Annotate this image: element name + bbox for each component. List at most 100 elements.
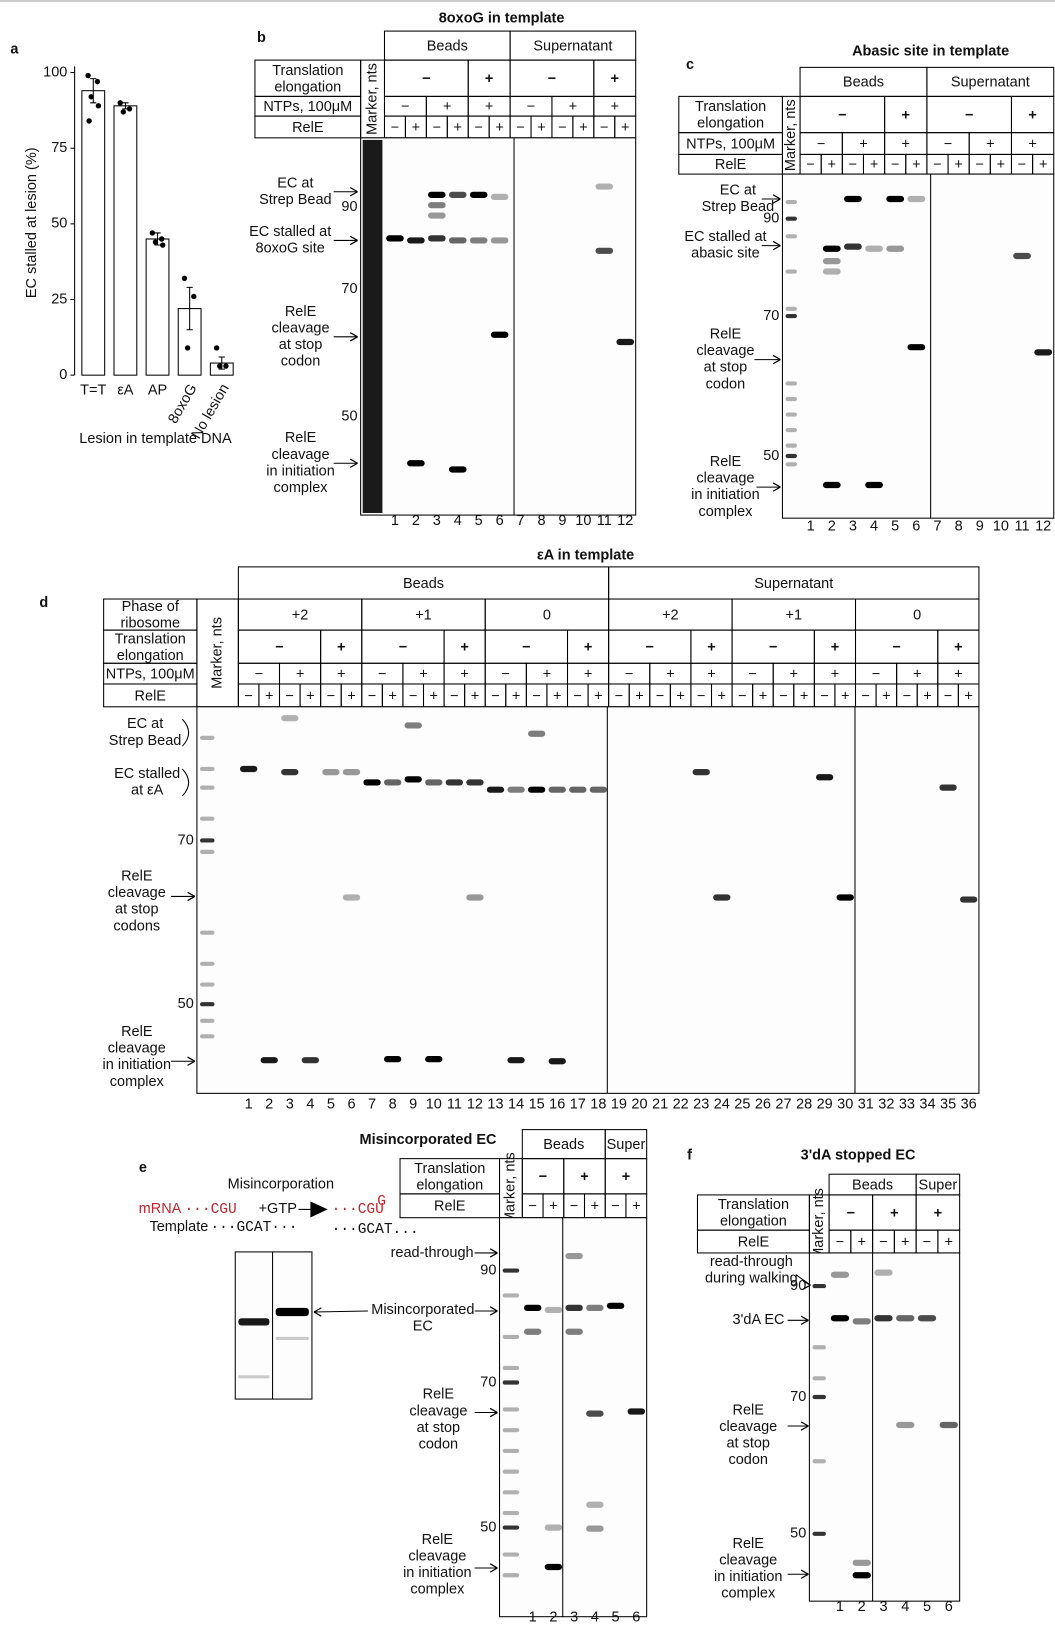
marker-band bbox=[503, 1407, 520, 1411]
lane-number: 4 bbox=[870, 518, 878, 534]
band bbox=[281, 715, 298, 721]
marker-size: 50 bbox=[763, 448, 779, 464]
lane-number: 13 bbox=[487, 1097, 503, 1113]
annotation: cleavage bbox=[409, 1403, 467, 1419]
marker-size: 90 bbox=[480, 1262, 496, 1278]
row-value: − bbox=[656, 688, 664, 704]
marker-band bbox=[786, 307, 797, 311]
lane-number: 4 bbox=[454, 513, 462, 529]
data-point bbox=[86, 118, 91, 123]
row-value: + bbox=[831, 666, 839, 682]
row-value: +1 bbox=[786, 607, 803, 623]
row-value: + bbox=[460, 666, 468, 682]
lane-number: 12 bbox=[467, 1097, 483, 1113]
annotation: RelE bbox=[423, 1387, 455, 1403]
row-value: − bbox=[891, 157, 899, 173]
data-point bbox=[121, 109, 126, 114]
row-value: − bbox=[847, 1205, 855, 1221]
row-value: + bbox=[454, 120, 462, 136]
row-value: + bbox=[621, 120, 629, 136]
marker-band bbox=[812, 1284, 825, 1288]
row-value: + bbox=[569, 99, 577, 115]
row-value: + bbox=[666, 666, 674, 682]
lane-number: 8 bbox=[389, 1097, 397, 1113]
lane-number: 35 bbox=[940, 1097, 956, 1113]
row-value: − bbox=[625, 666, 633, 682]
lane-number: 8 bbox=[955, 518, 963, 534]
data-point bbox=[85, 73, 90, 78]
product-template: ···GCAT... bbox=[332, 1222, 419, 1238]
row-value: + bbox=[265, 688, 273, 704]
annotation: Strep Bead bbox=[259, 192, 332, 208]
marker-band bbox=[812, 1345, 825, 1349]
lane-number: 4 bbox=[901, 1599, 909, 1615]
band bbox=[446, 779, 463, 785]
row-value: + bbox=[306, 688, 314, 704]
row-value: + bbox=[443, 99, 451, 115]
data-point bbox=[214, 345, 219, 350]
annotation: complex bbox=[410, 1582, 465, 1598]
annotation: EC stalled at bbox=[684, 229, 766, 245]
marker-band bbox=[786, 234, 797, 238]
panel-letter: a bbox=[10, 42, 19, 58]
row-value: + bbox=[882, 688, 890, 704]
band bbox=[844, 244, 862, 250]
row-value: + bbox=[902, 136, 910, 152]
marker-band bbox=[200, 850, 215, 854]
lane-number: 4 bbox=[306, 1097, 314, 1113]
band bbox=[425, 1056, 442, 1062]
row-label: Translation bbox=[718, 1197, 789, 1213]
marker-band bbox=[200, 786, 215, 790]
marker-band bbox=[200, 736, 215, 740]
row-value: − bbox=[532, 688, 540, 704]
row-value: − bbox=[244, 688, 252, 704]
data-point bbox=[153, 239, 158, 244]
panel-letter: c bbox=[686, 57, 694, 73]
row-value: − bbox=[548, 71, 556, 87]
lane-number: 5 bbox=[923, 1599, 931, 1615]
row-value: 0 bbox=[543, 607, 551, 623]
row-label: Translation bbox=[695, 99, 766, 115]
band bbox=[831, 1315, 849, 1321]
annotation: during walking bbox=[705, 1271, 798, 1287]
lane-number: 10 bbox=[426, 1097, 442, 1113]
band bbox=[470, 192, 488, 198]
row-value: + bbox=[591, 1199, 599, 1215]
lane-number: 6 bbox=[496, 513, 504, 529]
lane-number: 1 bbox=[807, 518, 815, 534]
marker-band bbox=[786, 314, 797, 318]
row-label: RelE bbox=[292, 120, 324, 136]
lane-number: 2 bbox=[265, 1097, 273, 1113]
lane-number: 4 bbox=[591, 1610, 599, 1625]
row-value: − bbox=[368, 688, 376, 704]
data-point bbox=[89, 94, 94, 99]
row-value: − bbox=[528, 1199, 536, 1215]
band bbox=[853, 1318, 871, 1324]
band bbox=[428, 202, 446, 208]
row-value: + bbox=[412, 120, 420, 136]
gel-title: εA in template bbox=[537, 547, 634, 563]
marker-label: Marker, nts bbox=[783, 99, 799, 171]
band bbox=[261, 1057, 278, 1063]
lane-number: 1 bbox=[836, 1599, 844, 1615]
marker-label: Marker, nts bbox=[503, 1152, 519, 1224]
annotation: at stop bbox=[417, 1420, 461, 1436]
band bbox=[528, 731, 545, 737]
row-value: + bbox=[913, 666, 921, 682]
lane-number: 10 bbox=[575, 513, 591, 529]
lane-number: 3 bbox=[433, 513, 441, 529]
row-value: − bbox=[600, 120, 608, 136]
row-value: + bbox=[584, 640, 592, 656]
annotation: cleavage bbox=[108, 885, 166, 901]
annotation: cleavage bbox=[719, 1553, 777, 1569]
lane-number: 6 bbox=[912, 518, 920, 534]
band bbox=[816, 774, 833, 780]
band bbox=[449, 466, 467, 472]
marker-band bbox=[786, 462, 797, 466]
bracket bbox=[182, 769, 188, 796]
row-value: − bbox=[849, 157, 857, 173]
group-label: Super bbox=[919, 1177, 958, 1193]
lane-number: 33 bbox=[899, 1097, 915, 1113]
band bbox=[907, 344, 925, 350]
row-value: − bbox=[539, 1169, 547, 1185]
